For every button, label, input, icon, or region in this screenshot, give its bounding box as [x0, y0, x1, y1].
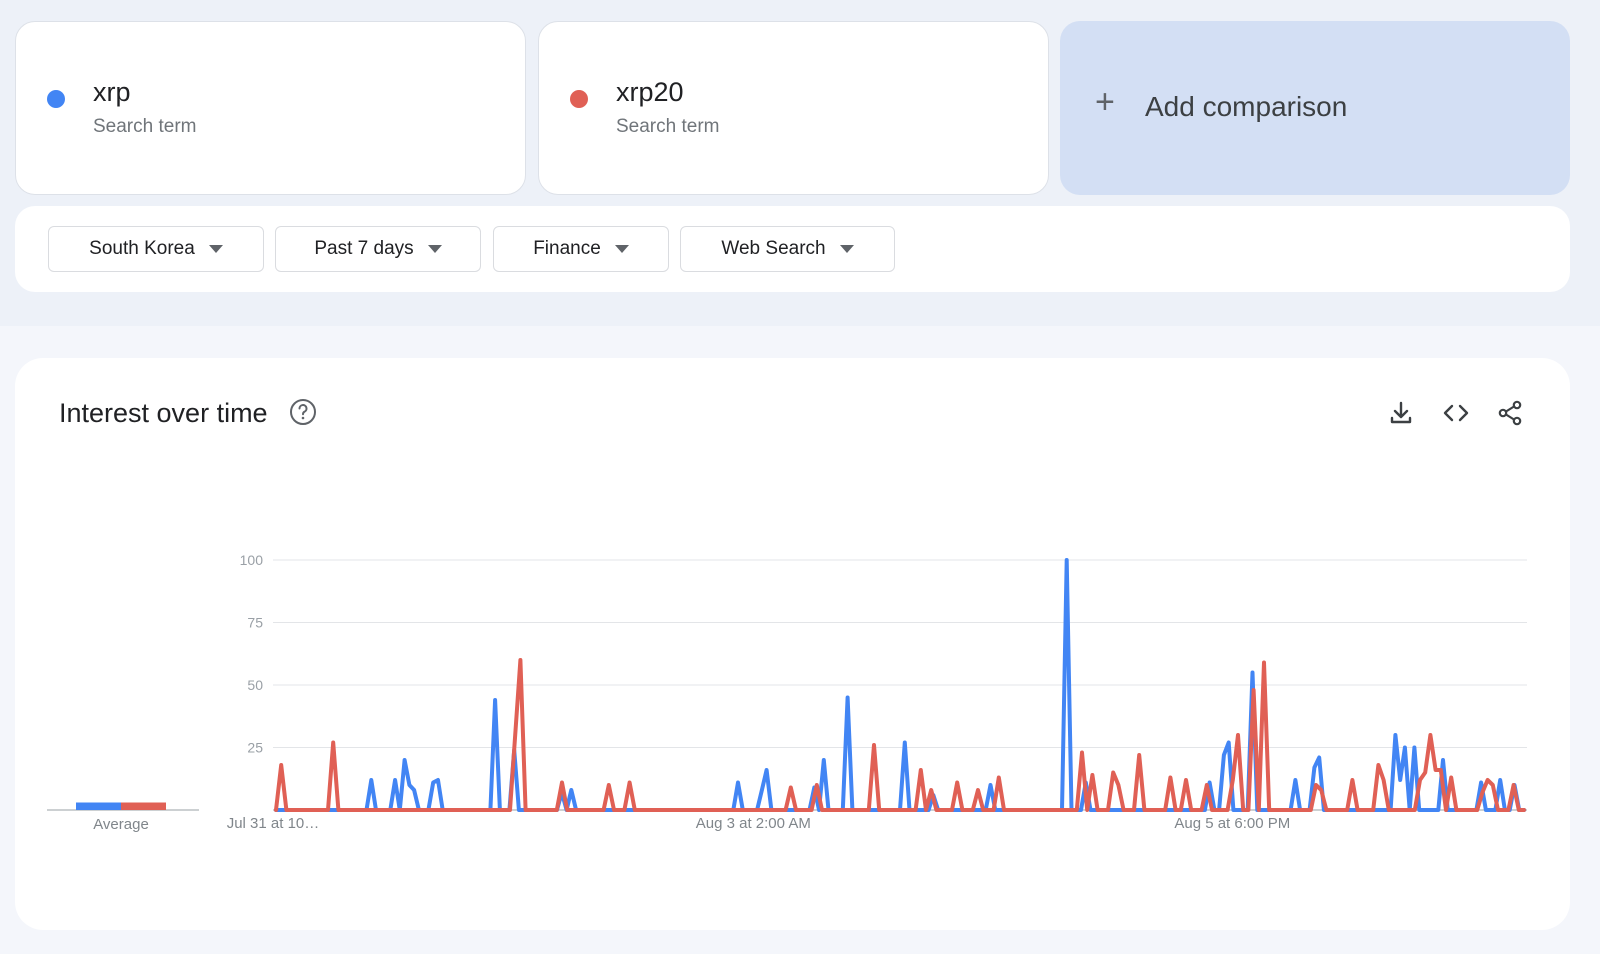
- y-tick-label: 50: [247, 677, 263, 693]
- category-filter-dropdown[interactable]: Finance: [493, 226, 669, 272]
- search-term-label: xrp: [93, 77, 131, 107]
- time-range-filter-label: Past 7 days: [314, 238, 414, 259]
- chart-gridlines: 25 50 75 100: [240, 552, 1527, 811]
- average-label: Average: [93, 816, 149, 833]
- search-term-sublabel: Search term: [93, 116, 197, 137]
- chart-x-axis: Jul 31 at 10… Aug 3 at 2:00 AM Aug 5 at 6:…: [227, 815, 1291, 832]
- region-filter-label: South Korea: [89, 238, 195, 259]
- average-bar-group: Average: [47, 802, 199, 833]
- help-icon[interactable]: [288, 397, 318, 427]
- share-icon[interactable]: [1496, 399, 1524, 427]
- caret-down-icon: [839, 245, 854, 253]
- interest-line-chart: Average 25 50 75 100 Jul 31 at 10… Aug 3 at …: [47, 552, 1527, 833]
- time-range-filter-dropdown[interactable]: Past 7 days: [275, 226, 481, 272]
- caret-down-icon: [614, 245, 629, 253]
- chart-series: [274, 558, 1526, 812]
- x-tick-label: Aug 5 at 6:00 PM: [1174, 815, 1290, 832]
- average-bar-xrp20: [121, 802, 166, 810]
- series-line-xrp20: [274, 658, 1526, 812]
- x-tick-label: Jul 31 at 10…: [227, 815, 320, 832]
- chart-title: Interest over time: [59, 398, 268, 428]
- y-tick-label: 75: [247, 615, 263, 631]
- search-term-card-xrp[interactable]: xrp Search term: [15, 21, 526, 195]
- y-tick-label: 100: [240, 552, 264, 568]
- term-color-dot: [47, 90, 65, 108]
- interest-over-time-card: Interest over time Average 25 50 75 100 Jul…: [15, 358, 1570, 930]
- search-type-filter-dropdown[interactable]: Web Search: [680, 226, 895, 272]
- download-icon[interactable]: [1387, 399, 1415, 427]
- region-filter-dropdown[interactable]: South Korea: [48, 226, 264, 272]
- caret-down-icon: [208, 245, 223, 253]
- caret-down-icon: [427, 245, 442, 253]
- average-bar-xrp: [76, 802, 121, 810]
- search-term-sublabel: Search term: [616, 116, 720, 137]
- search-term-card-xrp20[interactable]: xrp20 Search term: [538, 21, 1049, 195]
- embed-code-icon[interactable]: [1442, 399, 1470, 427]
- add-comparison-button[interactable]: + Add comparison: [1060, 21, 1570, 195]
- search-type-filter-label: Web Search: [721, 238, 826, 259]
- term-color-dot: [570, 90, 588, 108]
- category-filter-label: Finance: [533, 238, 601, 259]
- filter-bar: South Korea Past 7 days Finance Web Sear…: [15, 206, 1570, 292]
- plus-icon: +: [1095, 83, 1115, 121]
- search-term-label: xrp20: [616, 77, 684, 107]
- add-comparison-label: Add comparison: [1145, 91, 1348, 122]
- y-tick-label: 25: [247, 740, 263, 756]
- x-tick-label: Aug 3 at 2:00 AM: [696, 815, 811, 832]
